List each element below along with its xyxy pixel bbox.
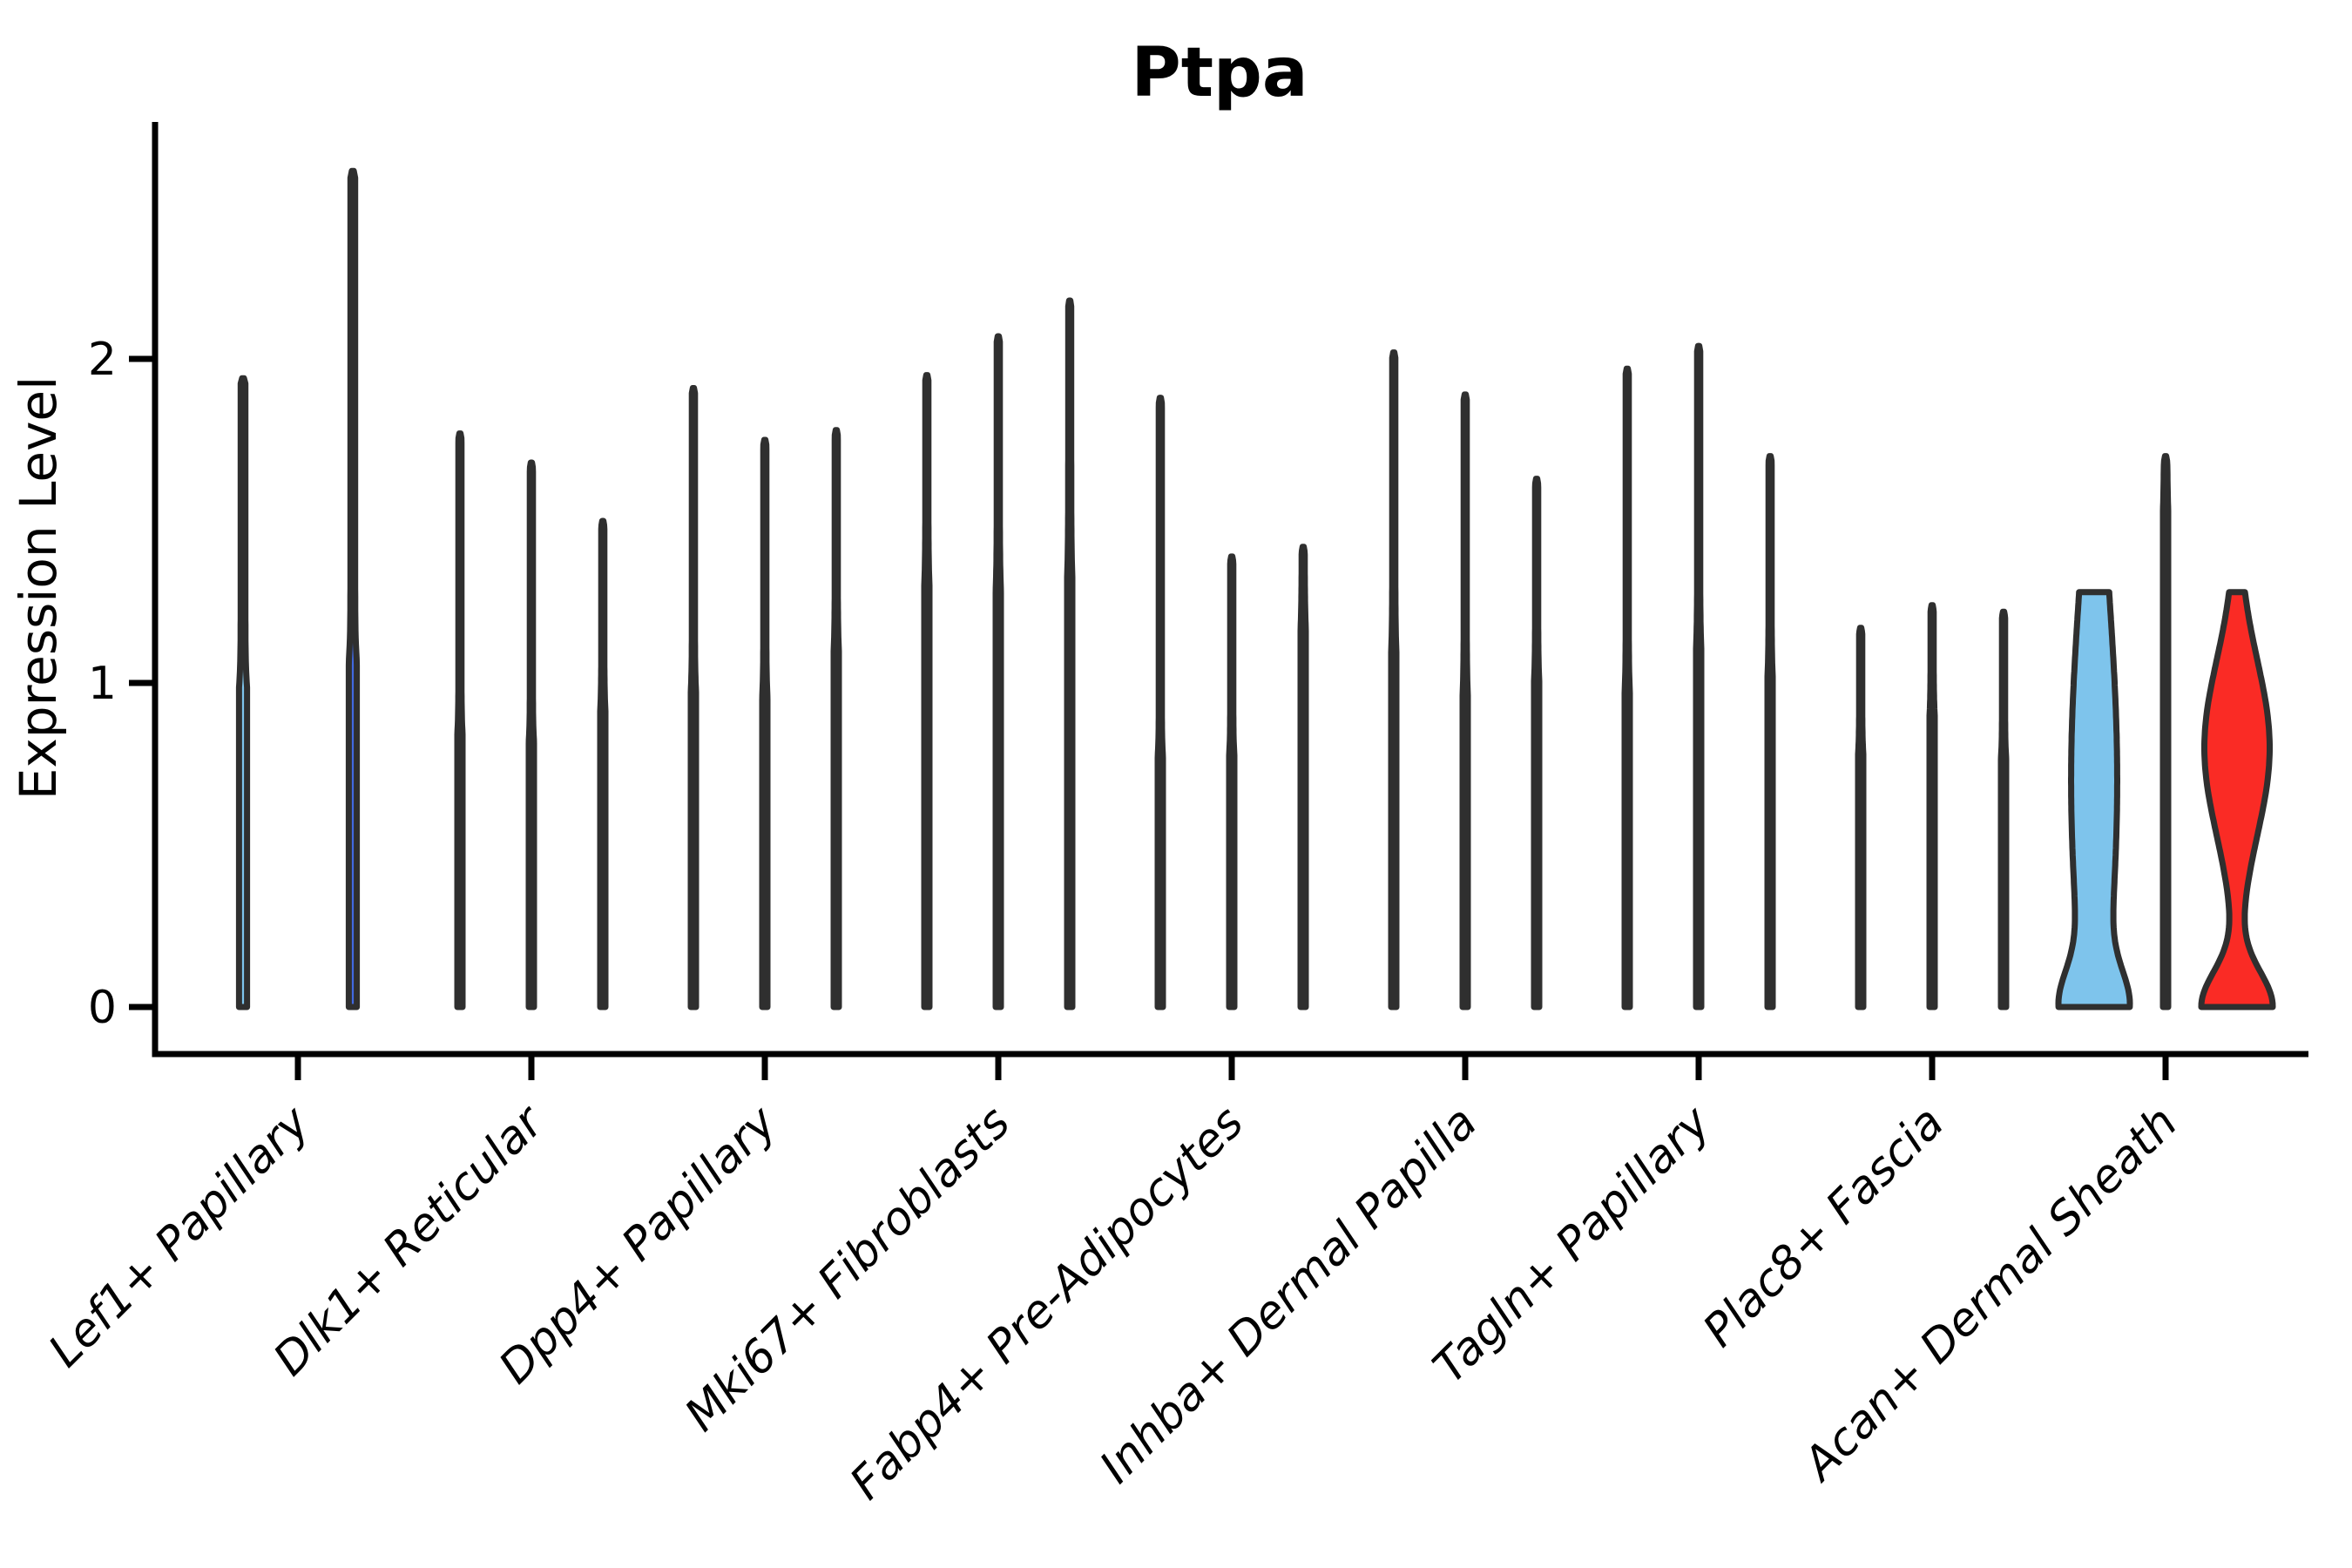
violin-mki67-fibroblasts-red (1064, 297, 1076, 1010)
violin-fabp4-pre-adipocytes-red (1297, 544, 1309, 1010)
axes-spines (152, 122, 2308, 1058)
violin-inhba-dermal-papilla-royal_blue (1459, 391, 1471, 1010)
violin-dlk1-reticular-light_blue (454, 430, 466, 1010)
violins-layer (235, 167, 2276, 1010)
y-tick-label-1: 1 (88, 658, 117, 710)
violin-acan-dermal-sheath-light_blue (2055, 589, 2133, 1010)
violin-tagln-papillary-royal_blue (1693, 342, 1705, 1010)
y-tick-label-0: 0 (88, 982, 117, 1034)
violin-fabp4-pre-adipocytes-light_blue (1154, 395, 1166, 1010)
violin-mki67-fibroblasts-light_blue (921, 372, 933, 1010)
violin-acan-dermal-sheath-red (2198, 589, 2276, 1010)
violin-dpp4-papillary-red (830, 427, 842, 1010)
y-tick-label-2: 2 (88, 334, 117, 386)
violin-mki67-fibroblasts-royal_blue (992, 333, 1004, 1010)
violin-acan-dermal-sheath-royal_blue (2159, 453, 2172, 1010)
violin-dlk1-reticular-royal_blue (525, 459, 537, 1010)
violin-dpp4-papillary-royal_blue (759, 436, 771, 1010)
violin-plac8-fascia-light_blue (1855, 625, 1867, 1010)
plot-title: Ptpa (1132, 34, 1308, 112)
violin-inhba-dermal-papilla-red (1531, 476, 1543, 1010)
violin-lef1-papillary-light_blue (235, 375, 251, 1010)
violin-tagln-papillary-light_blue (1621, 365, 1633, 1010)
y-axis-label: Expression Level (9, 376, 68, 800)
axis-spine (152, 122, 2308, 1058)
violin-dpp4-papillary-light_blue (687, 385, 700, 1010)
violin-plac8-fascia-royal_blue (1926, 602, 1938, 1010)
violin-inhba-dermal-papilla-light_blue (1388, 349, 1400, 1010)
violin-tagln-papillary-red (1764, 453, 1776, 1010)
violin-fabp4-pre-adipocytes-royal_blue (1226, 553, 1238, 1010)
violin-plac8-fascia-red (1997, 608, 2010, 1010)
violin-lef1-papillary-royal_blue (345, 167, 361, 1010)
y-axis-ticks: 0 1 2 (88, 334, 155, 1034)
violin-dlk1-reticular-red (597, 517, 609, 1010)
